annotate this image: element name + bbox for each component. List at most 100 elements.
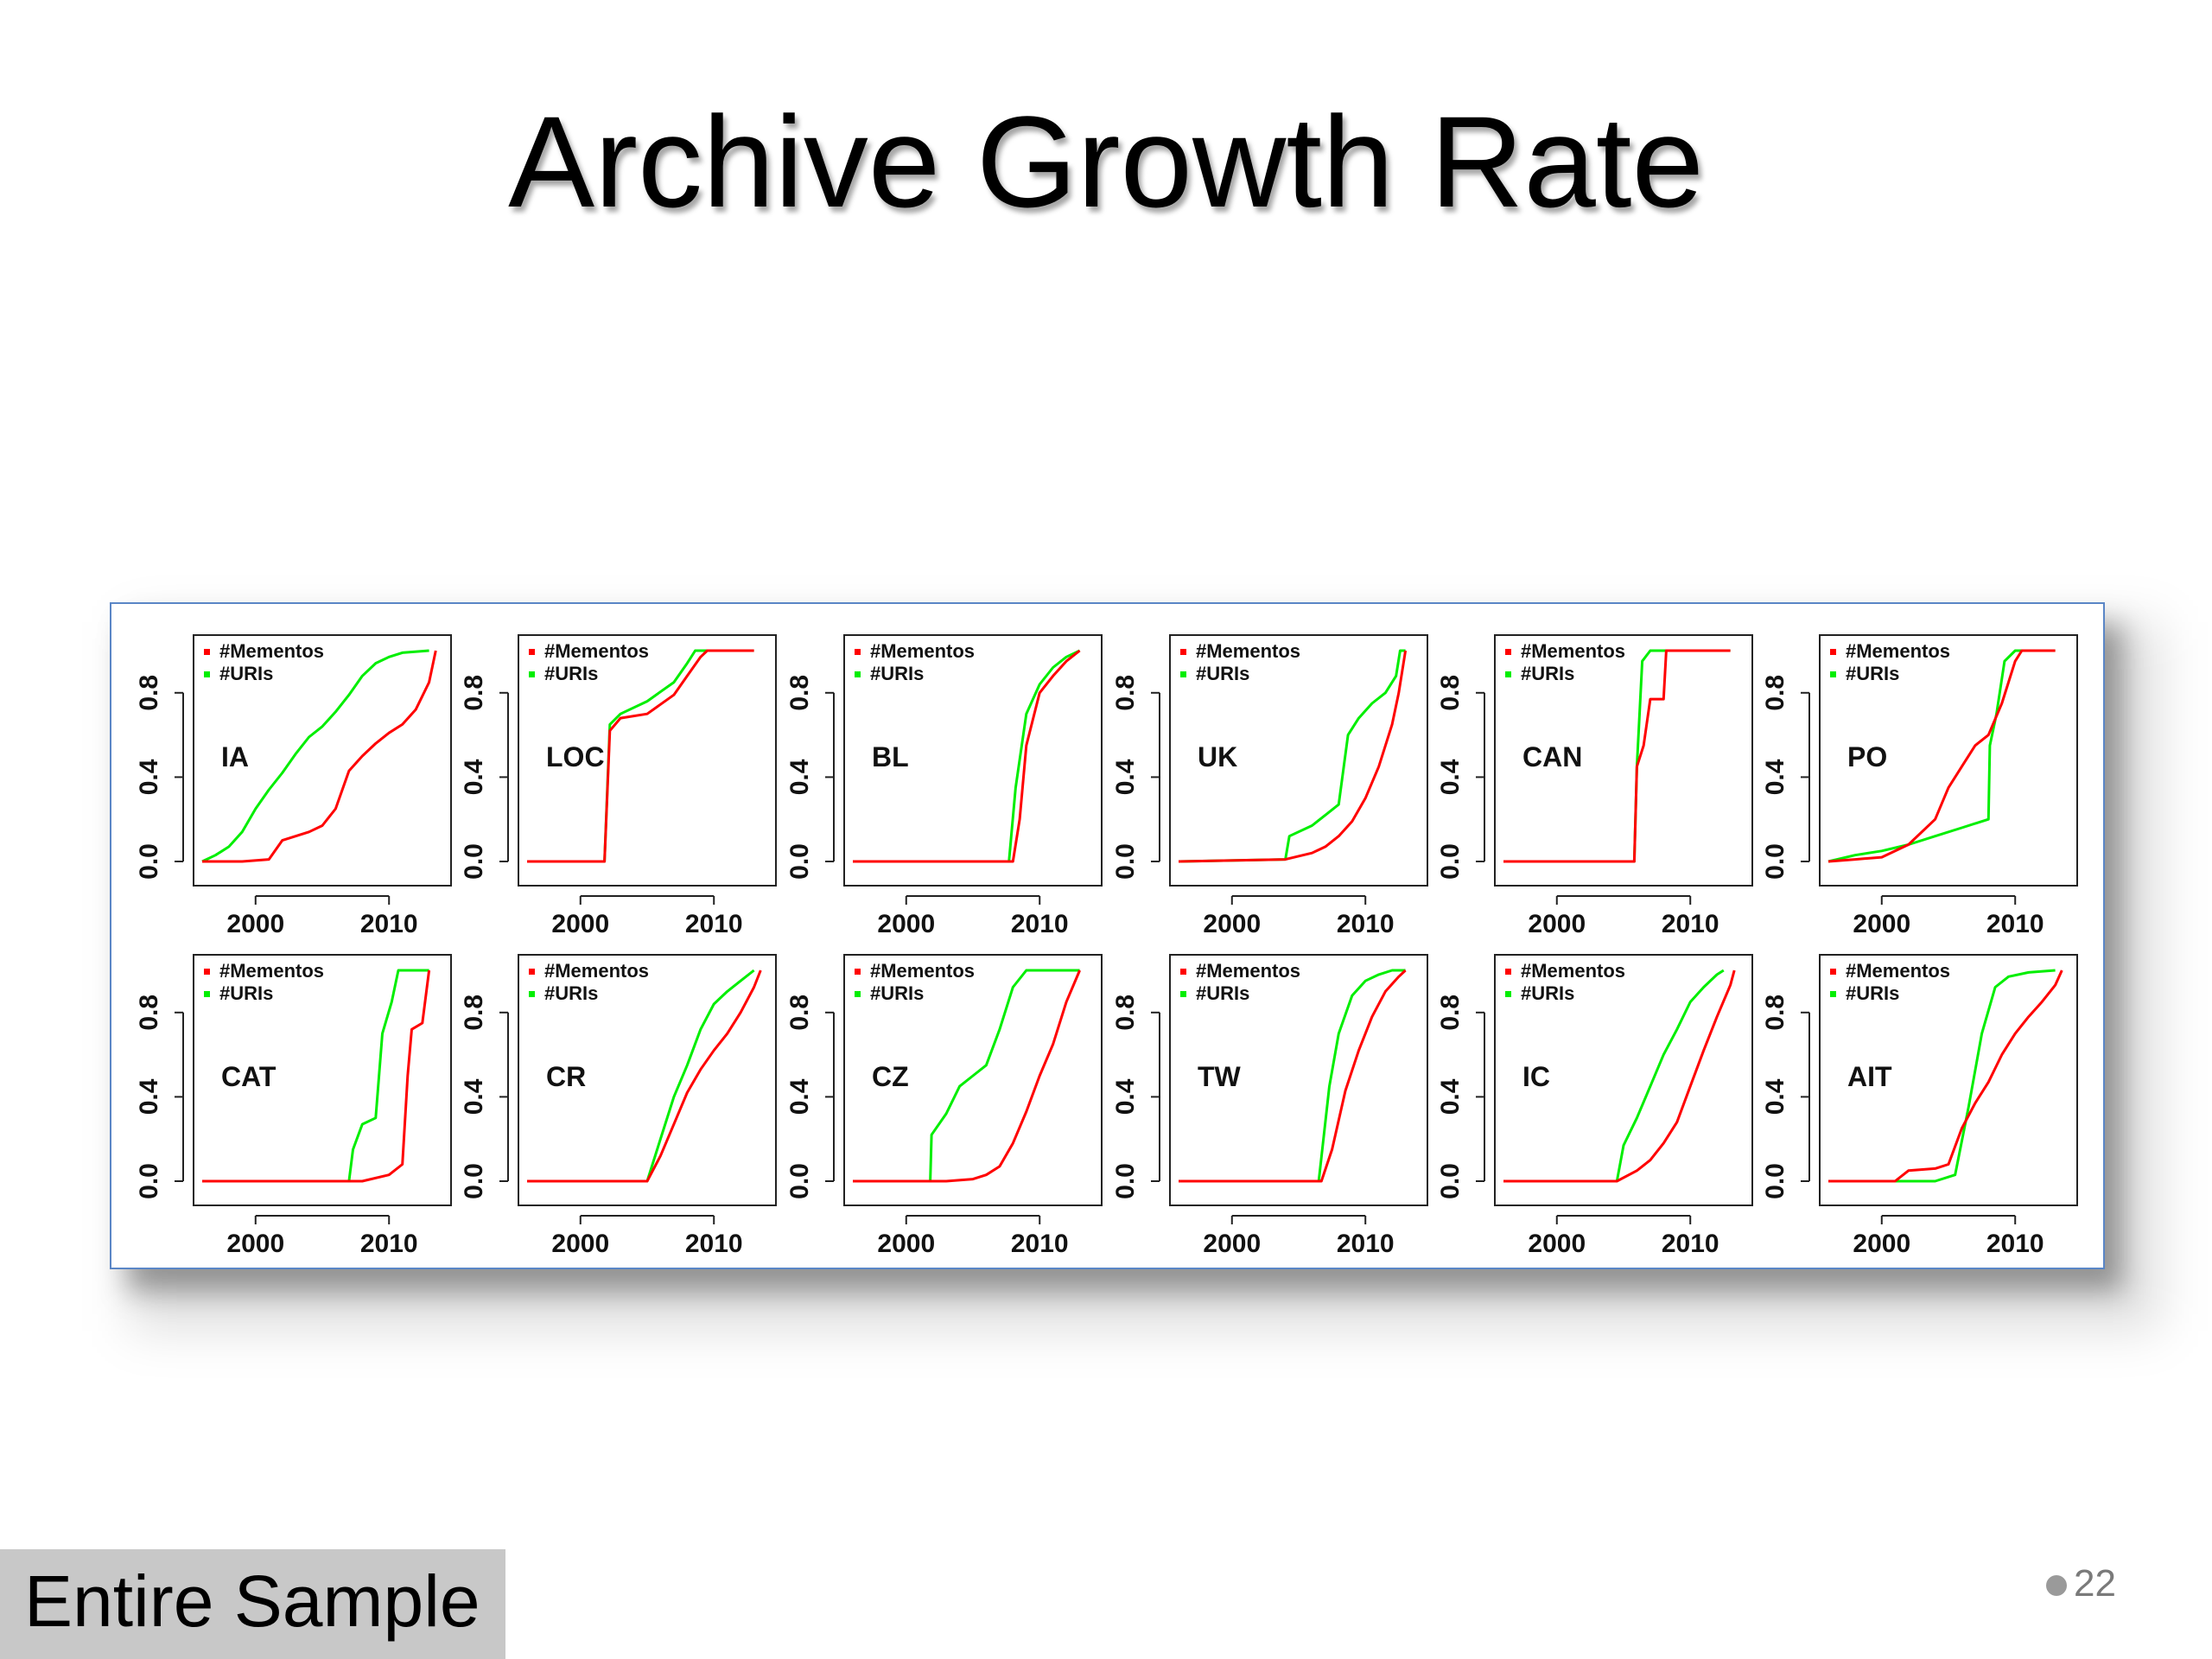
y-tick-label: 0.4: [135, 1078, 163, 1115]
series-line-uris: [1503, 969, 1725, 1183]
y-tick-label: 0.8: [460, 995, 488, 1031]
legend-label-mementos: #Mementos: [219, 960, 324, 982]
series-line-uris: [1178, 649, 1406, 863]
legend-swatch-mementos: [1830, 649, 1836, 655]
x-tick-label: 2000: [877, 910, 935, 938]
panel-label: AIT: [1847, 1061, 1892, 1092]
x-tick-label: 2000: [877, 1230, 935, 1258]
panel-label: TW: [1198, 1061, 1242, 1092]
y-tick-label: 0.8: [1111, 675, 1140, 711]
x-tick-label: 2010: [1011, 910, 1069, 938]
series-line-uris: [202, 969, 429, 1183]
panel-ic: 0.0 0.4 0.8 2000 2010 #Mementos#URIs IC: [1436, 954, 1753, 1258]
panel-label: IC: [1522, 1061, 1550, 1092]
series-line-uris: [853, 969, 1080, 1183]
x-tick-label: 2010: [685, 910, 743, 938]
series-line-uris: [1828, 969, 2056, 1183]
legend-swatch-mementos: [204, 649, 210, 655]
y-tick-label: 0.4: [785, 759, 814, 795]
y-tick-label: 0.8: [785, 995, 814, 1031]
legend-label-uris: #URIs: [1196, 982, 1249, 1004]
x-tick-label: 2000: [1203, 1230, 1261, 1258]
x-tick-label: 2000: [551, 1230, 609, 1258]
series-line-uris: [1827, 649, 2056, 863]
legend-label-mementos: #Mementos: [870, 960, 975, 982]
panel-label: PO: [1847, 741, 1887, 772]
legend-label-uris: #URIs: [219, 663, 273, 684]
legend-label-mementos: #Mementos: [544, 640, 649, 662]
legend-swatch-uris: [204, 671, 210, 677]
legend-label-uris: #URIs: [219, 982, 273, 1004]
panel-frame: [1494, 954, 1753, 1206]
page-number: 22: [2074, 1562, 2116, 1605]
y-tick-label: 0.0: [1761, 1163, 1789, 1199]
legend-swatch-uris: [1505, 671, 1511, 677]
panel-cz: 0.0 0.4 0.8 2000 2010 #Mementos#URIs CZ: [785, 954, 1103, 1258]
panel-bl: 0.0 0.4 0.8 2000 2010 #Mementos#URIs BL: [785, 634, 1103, 938]
legend-swatch-mementos: [204, 969, 210, 975]
legend-label-uris: #URIs: [1196, 663, 1249, 684]
series-line-mementos: [853, 649, 1081, 863]
y-tick-label: 0.0: [1436, 843, 1465, 880]
x-tick-label: 2010: [1986, 910, 2044, 938]
legend-label-uris: #URIs: [1846, 982, 1899, 1004]
x-tick-label: 2010: [360, 1230, 418, 1258]
y-tick-label: 0.4: [1761, 759, 1789, 795]
legend-swatch-mementos: [1180, 649, 1186, 655]
legend-label-mementos: #Mementos: [544, 960, 649, 982]
panel-frame: [518, 954, 777, 1206]
legend-swatch-uris: [855, 991, 861, 997]
legend-label-uris: #URIs: [1846, 663, 1899, 684]
y-tick-label: 0.4: [1111, 759, 1140, 795]
series-line-mementos: [1503, 969, 1736, 1183]
panel-frame: [1819, 634, 2078, 887]
legend-swatch-uris: [1505, 991, 1511, 997]
legend-swatch-uris: [1830, 671, 1836, 677]
y-tick-label: 0.8: [135, 675, 163, 711]
legend-swatch-uris: [204, 991, 210, 997]
x-tick-label: 2000: [1528, 910, 1586, 938]
x-tick-label: 2010: [1662, 1230, 1719, 1258]
panel-frame: [843, 954, 1103, 1206]
legend-label-mementos: #Mementos: [1521, 640, 1625, 662]
legend-label-uris: #URIs: [544, 663, 598, 684]
x-tick-label: 2010: [1337, 1230, 1395, 1258]
legend-swatch-mementos: [529, 649, 535, 655]
y-tick-label: 0.4: [460, 1078, 488, 1115]
footer-label: Entire Sample: [24, 1560, 480, 1642]
legend-swatch-uris: [529, 671, 535, 677]
panel-label: LOC: [546, 741, 605, 772]
x-tick-label: 2010: [1986, 1230, 2044, 1258]
legend-swatch-mementos: [855, 969, 861, 975]
legend-swatch-uris: [1830, 991, 1836, 997]
y-tick-label: 0.0: [1761, 843, 1789, 880]
series-line-mementos: [202, 969, 431, 1183]
y-tick-label: 0.8: [785, 675, 814, 711]
panel-label: CR: [546, 1061, 586, 1092]
series-line-mementos: [527, 649, 754, 863]
y-tick-label: 0.8: [1761, 675, 1789, 711]
y-tick-label: 0.0: [1111, 843, 1140, 880]
panel-label: CAN: [1522, 741, 1582, 772]
panel-ia: 0.0 0.4 0.8 2000 2010 #Mementos#URIs IA: [135, 634, 452, 938]
x-tick-label: 2000: [226, 1230, 284, 1258]
y-tick-label: 0.8: [135, 995, 163, 1031]
slide-title: Archive Growth Rate: [508, 89, 1704, 234]
y-tick-label: 0.4: [1761, 1078, 1789, 1115]
y-tick-label: 0.0: [1436, 1163, 1465, 1199]
y-tick-label: 0.0: [785, 1163, 814, 1199]
x-tick-label: 2000: [1853, 910, 1910, 938]
y-tick-label: 0.4: [1111, 1078, 1140, 1115]
x-tick-label: 2010: [360, 910, 418, 938]
legend-label-uris: #URIs: [544, 982, 598, 1004]
panel-label: BL: [872, 741, 909, 772]
series-line-mementos: [1828, 969, 2063, 1183]
y-tick-label: 0.4: [1436, 759, 1465, 795]
page-bullet: [2046, 1575, 2067, 1596]
y-tick-label: 0.4: [1436, 1078, 1465, 1115]
series-line-mementos: [1827, 649, 2056, 863]
series-line-uris: [527, 969, 755, 1183]
panel-loc: 0.0 0.4 0.8 2000 2010 #Mementos#URIs LOC: [460, 634, 777, 938]
panel-ait: 0.0 0.4 0.8 2000 2010 #Mementos#URIs AIT: [1761, 954, 2078, 1258]
